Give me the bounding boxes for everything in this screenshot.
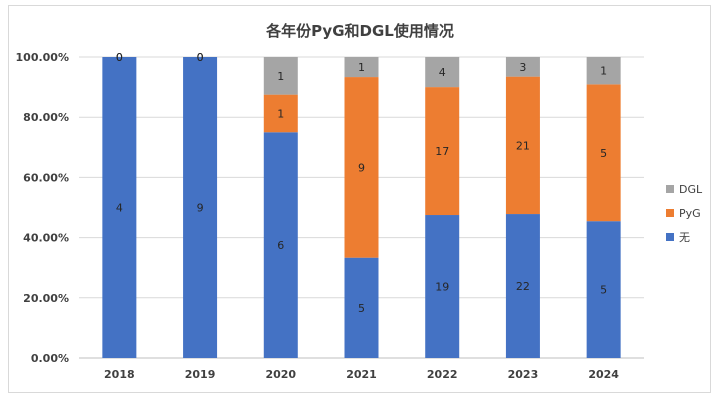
legend-label: 无 [679,231,690,244]
data-label: 4 [439,66,446,79]
bars [102,57,621,358]
data-label: 5 [600,147,607,160]
bar-segment [425,57,460,88]
y-tick-label: 0.00% [31,352,69,365]
legend: DGL PyG 无 [666,183,703,244]
y-tick-label: 100.00% [16,51,69,64]
x-tick-label: 2020 [265,368,296,381]
bar-segment [344,57,379,78]
bar-segment [102,57,137,358]
y-tick-label: 80.00% [23,111,69,124]
data-label: 9 [197,202,204,215]
stacked-bar-chart: 各年份PyG和DGL使用情况 0.00% 20.00% 40.00% 60.00% 80… [16,22,703,381]
chart-frame: 各年份PyG和DGL使用情况 0.00% 20.00% 40.00% 60.00% 80… [8,5,711,393]
y-tick-label: 60.00% [23,171,69,184]
bar-segment [586,84,621,222]
x-tick-label: 2023 [508,368,539,381]
data-label: 21 [516,139,530,152]
legend-swatch [666,233,674,241]
chart-title: 各年份PyG和DGL使用情况 [265,22,454,40]
x-axis-ticks: 2018 2019 2020 2021 2022 2023 2024 [104,368,619,381]
bar-segment [344,257,379,358]
x-tick-label: 2018 [104,368,135,381]
data-label: 5 [358,302,365,315]
data-label: 1 [277,107,284,120]
bar-segment [344,77,379,258]
x-tick-label: 2021 [346,368,377,381]
y-tick-label: 40.00% [23,232,69,245]
legend-label: DGL [679,183,703,196]
x-tick-label: 2019 [185,368,216,381]
y-axis-ticks: 0.00% 20.00% 40.00% 60.00% 80.00% 100.00% [16,51,69,365]
bar-segment [586,221,621,358]
data-label: 1 [277,70,284,83]
bar-segment [263,132,298,358]
data-label: 0 [197,51,204,64]
bar-segment [505,76,540,215]
bar-segment [425,215,460,358]
data-label: 5 [600,284,607,297]
bar-segment [505,57,540,77]
data-label: 22 [516,280,530,293]
data-label: 4 [116,202,123,215]
x-tick-label: 2024 [588,368,619,381]
data-label: 0 [197,51,204,64]
bar-segment [505,214,540,358]
bar-segment [263,94,298,133]
data-label: 19 [435,281,449,294]
data-label: 1 [600,65,607,78]
y-tick-label: 20.00% [23,292,69,305]
legend-swatch [666,185,674,193]
legend-swatch [666,209,674,217]
bar-segment [586,57,621,85]
data-label: 6 [277,239,284,252]
data-label: 9 [358,161,365,174]
bar-segment [425,87,460,216]
bar-segment [183,57,218,358]
data-label: 0 [116,51,123,64]
data-label: 1 [358,61,365,74]
x-tick-label: 2022 [427,368,458,381]
legend-label: PyG [679,207,701,220]
bar-segment [263,57,298,95]
data-label: 17 [435,145,449,158]
data-label: 0 [116,51,123,64]
data-label: 3 [519,61,526,74]
